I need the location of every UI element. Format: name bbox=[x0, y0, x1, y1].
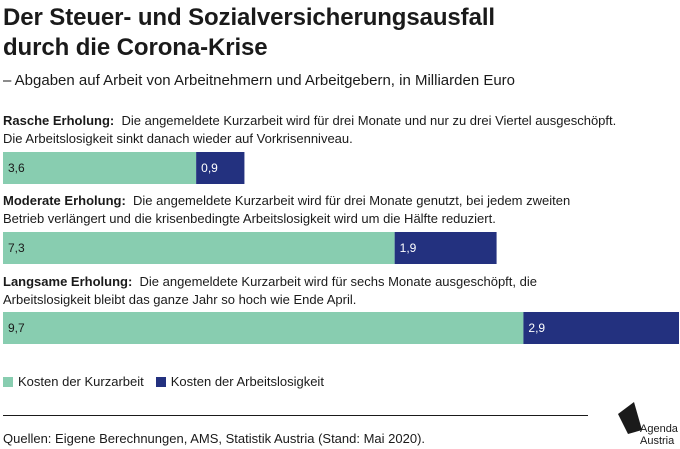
footer-divider bbox=[3, 415, 588, 416]
title-line-2: durch die Corona-Krise bbox=[3, 34, 268, 61]
scenario-3-text: Langsame Erholung: Die angemeldete Kurza… bbox=[3, 273, 678, 309]
legend-swatch-arbeitslosigkeit bbox=[155, 377, 166, 387]
legend-label-kurzarbeit: Kosten der Kurzarbeit bbox=[18, 374, 144, 389]
legend-item-kurzarbeit: Kosten der Kurzarbeit bbox=[3, 373, 144, 391]
agenda-austria-logo-icon bbox=[618, 402, 642, 434]
chart-subtitle: – Abgaben auf Arbeit von Arbeitnehmern u… bbox=[3, 72, 516, 89]
chart-title: Der Steuer- und Sozialversicherungsausfa… bbox=[3, 3, 603, 63]
scenario-3-desc-1: Die angemeldete Kurzarbeit wird für sech… bbox=[139, 274, 537, 289]
logo-text-2: Austria bbox=[640, 435, 675, 447]
bar-label-moderate-arbeitslosigkeit: 1,9 bbox=[400, 241, 417, 255]
legend-swatch-kurzarbeit bbox=[3, 377, 13, 387]
scenario-2-label: Moderate Erholung: bbox=[3, 193, 126, 208]
bar-moderate-arbeitslosigkeit bbox=[394, 232, 497, 264]
scenario-3-label: Langsame Erholung: bbox=[3, 274, 133, 289]
title-line-1: Der Steuer- und Sozialversicherungsausfa… bbox=[3, 4, 495, 31]
source-note: Quellen: Eigene Berechnungen, AMS, Stati… bbox=[3, 431, 426, 446]
bar-rasche-kurzarbeit bbox=[3, 152, 197, 184]
bar-label-langsame-kurzarbeit: 9,7 bbox=[8, 321, 25, 335]
scenario-1-text: Rasche Erholung: Die angemeldete Kurzarb… bbox=[3, 112, 678, 148]
bar-label-moderate-kurzarbeit: 7,3 bbox=[8, 241, 25, 255]
scenario-2-desc-1: Die angemeldete Kurzarbeit wird für drei… bbox=[133, 193, 571, 208]
bar-label-langsame-arbeitslosigkeit: 2,9 bbox=[528, 321, 545, 335]
bar-label-rasche-kurzarbeit: 3,6 bbox=[8, 161, 25, 175]
scenario-2-desc-2: Betrieb verlängert und die krisenbedingt… bbox=[3, 211, 496, 226]
scenario-2-text: Moderate Erholung: Die angemeldete Kurza… bbox=[3, 192, 678, 228]
bar-rasche-arbeitslosigkeit bbox=[196, 152, 245, 184]
bar-langsame-arbeitslosigkeit bbox=[523, 312, 679, 344]
scenario-1-desc-1: Die angemeldete Kurzarbeit wird für drei… bbox=[121, 113, 617, 128]
bar-moderate-kurzarbeit bbox=[3, 232, 395, 264]
scenario-1-desc-2: Die Arbeitslosigkeit sinkt danach wieder… bbox=[3, 131, 353, 146]
scenario-3-desc-2: Arbeitslosigkeit bleibt das ganze Jahr s… bbox=[3, 292, 357, 307]
scenario-1-label: Rasche Erholung: bbox=[3, 113, 115, 128]
legend-label-arbeitslosigkeit: Kosten der Arbeitslosigkeit bbox=[170, 374, 324, 389]
legend-item-arbeitslosigkeit: Kosten der Arbeitslosigkeit bbox=[155, 373, 324, 391]
bar-langsame-kurzarbeit bbox=[3, 312, 524, 344]
bar-label-rasche-arbeitslosigkeit: 0,9 bbox=[201, 161, 218, 175]
logo-text-1: Agenda bbox=[640, 423, 678, 435]
legend: Kosten der Kurzarbeit Kosten der Arbeits… bbox=[3, 373, 336, 391]
